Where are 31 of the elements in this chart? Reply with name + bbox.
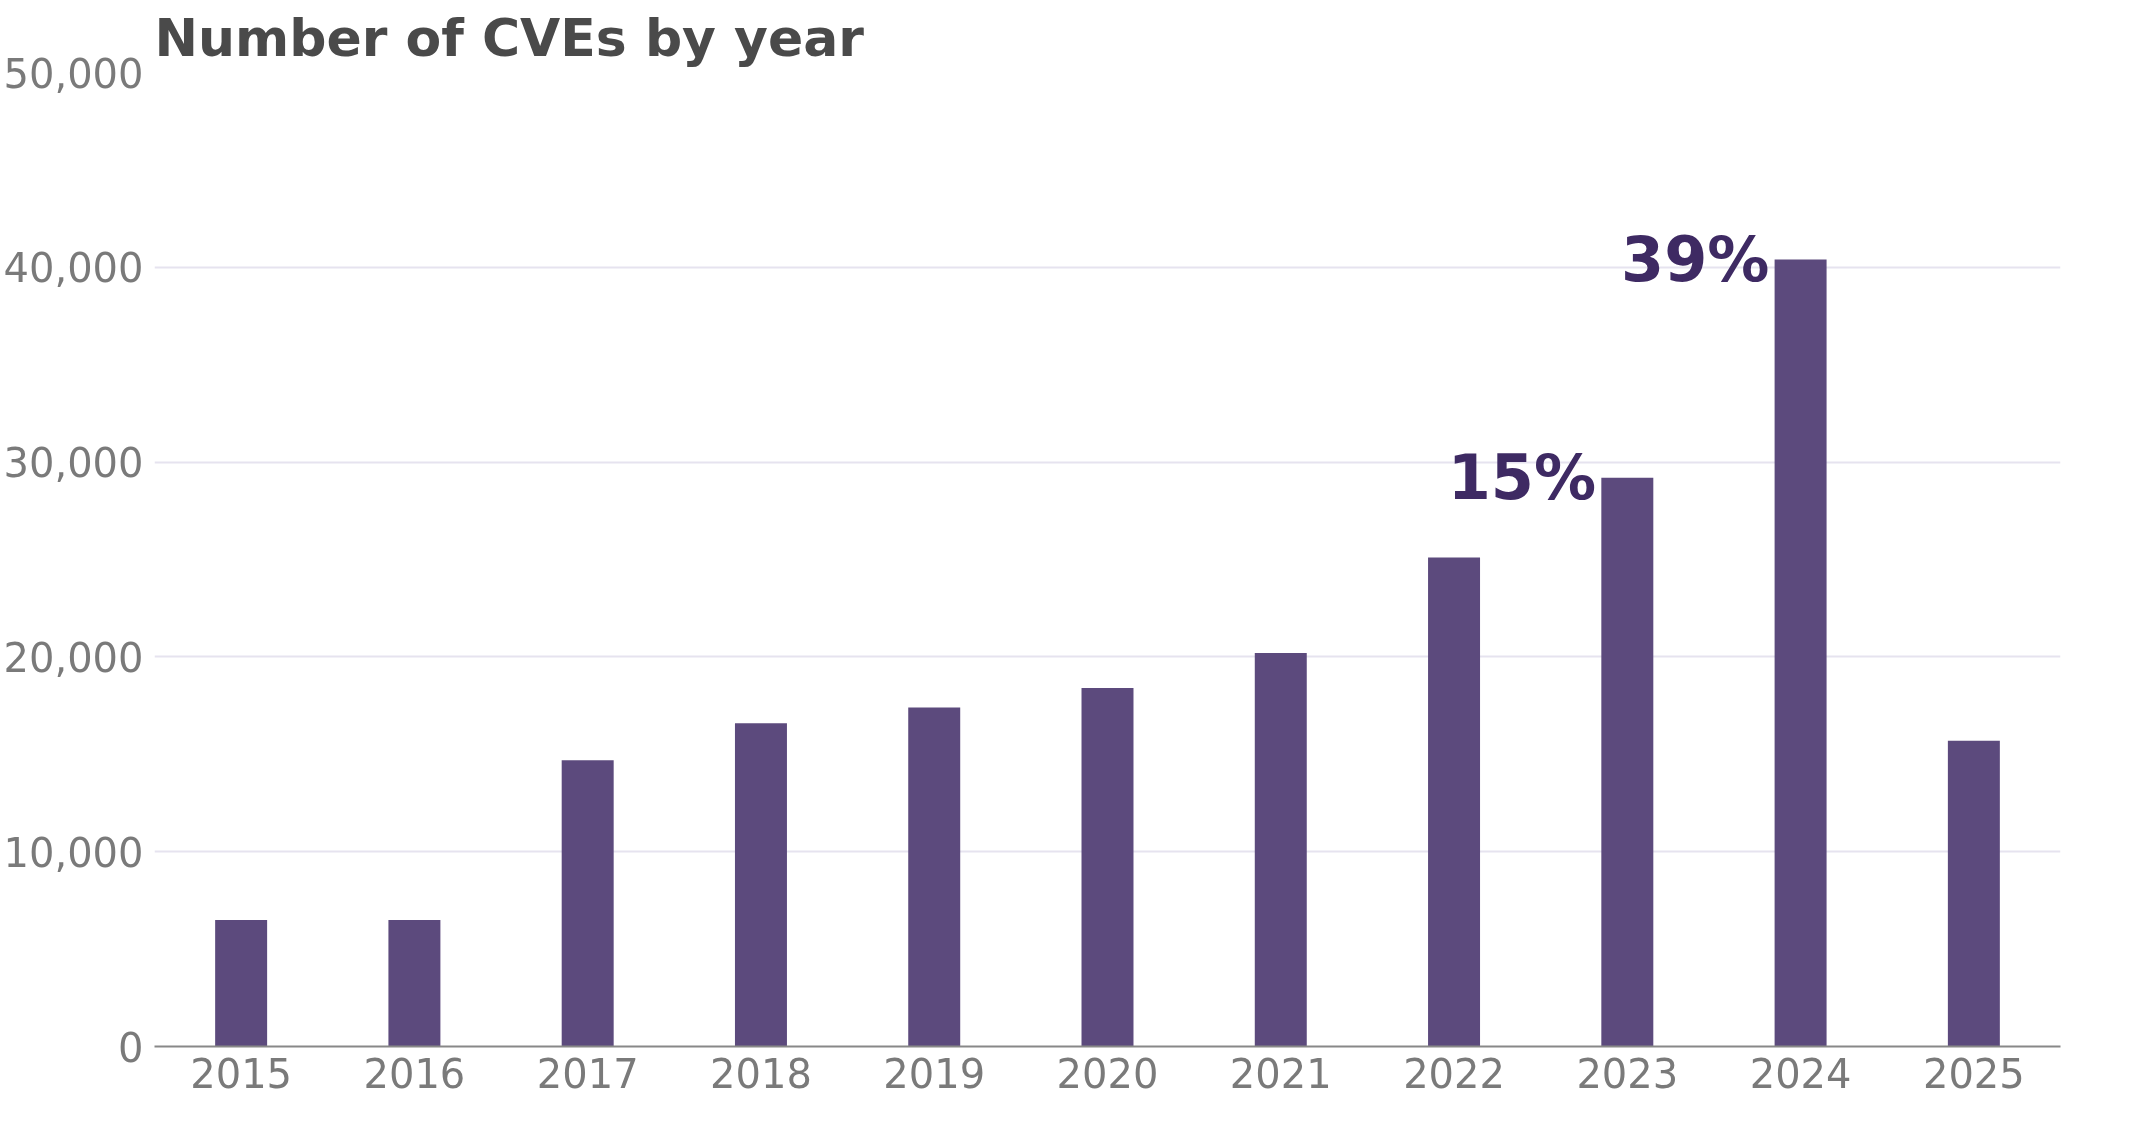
x-tick-label: 2019 [883, 1050, 986, 1097]
bar [1601, 477, 1654, 1047]
x-tick-label: 2018 [710, 1050, 812, 1097]
x-tick-label: 2022 [1403, 1050, 1505, 1097]
bar [1774, 259, 1827, 1047]
chart-title: Number of CVEs by year [154, 7, 865, 68]
bar [1254, 653, 1307, 1047]
x-tick-label: 2023 [1576, 1050, 1679, 1097]
y-tick-label: 40,000 [3, 245, 144, 292]
bar [561, 760, 614, 1047]
bar [734, 723, 787, 1047]
annotation: 39% [1621, 223, 1770, 297]
annotation: 15% [1447, 441, 1597, 515]
x-tick-label: 2024 [1749, 1050, 1852, 1097]
x-tick-label: 2015 [190, 1050, 293, 1097]
y-tick-label: 50,000 [3, 50, 144, 97]
y-tick-label: 20,000 [3, 634, 144, 681]
x-tick-label: 2017 [536, 1050, 639, 1097]
y-tick-label: 0 [118, 1024, 144, 1071]
x-tick-label: 2020 [1056, 1050, 1159, 1097]
y-tick-label: 10,000 [3, 829, 144, 876]
bar [1428, 557, 1481, 1047]
bar [215, 919, 268, 1047]
bar [388, 919, 441, 1047]
x-tick-label: 2025 [1922, 1050, 2025, 1097]
bar [1947, 740, 2000, 1047]
x-tick-label: 2021 [1229, 1050, 1332, 1097]
bar [1081, 688, 1134, 1047]
bar [908, 707, 961, 1047]
x-tick-label: 2016 [363, 1050, 466, 1097]
y-tick-label: 30,000 [3, 440, 144, 487]
